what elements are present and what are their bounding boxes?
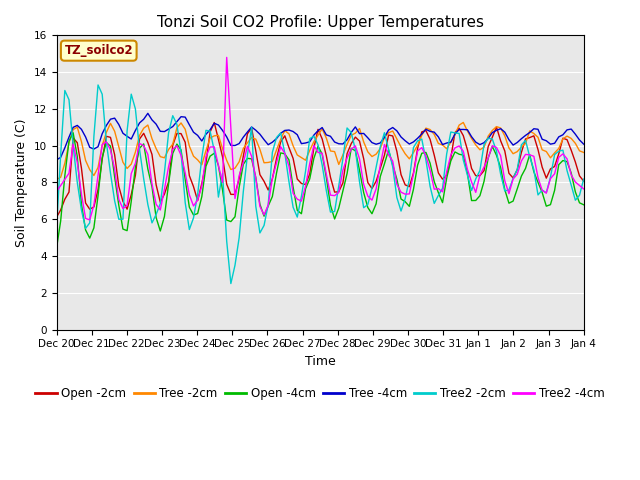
Open -4cm: [509, 198, 517, 204]
Tree -4cm: [509, 142, 517, 148]
Tree2 -2cm: [580, 176, 588, 182]
Open -4cm: [52, 245, 60, 251]
Open -2cm: [252, 148, 260, 154]
Tree -2cm: [326, 148, 334, 154]
Line: Open -4cm: Open -4cm: [56, 133, 584, 248]
Open -2cm: [580, 178, 588, 184]
Tree2 -4cm: [335, 190, 342, 195]
Tree2 -2cm: [563, 168, 571, 174]
Tree -4cm: [52, 157, 60, 163]
Tree -4cm: [144, 110, 152, 116]
Tree2 -2cm: [277, 130, 285, 136]
Tree -2cm: [52, 177, 60, 182]
Open -4cm: [580, 202, 588, 208]
Tree2 -2cm: [52, 226, 60, 231]
Tree2 -4cm: [86, 217, 93, 223]
Line: Tree -4cm: Tree -4cm: [56, 113, 584, 160]
Tree2 -4cm: [580, 186, 588, 192]
X-axis label: Time: Time: [305, 355, 335, 368]
Text: TZ_soilco2: TZ_soilco2: [65, 44, 133, 57]
Tree2 -2cm: [335, 183, 342, 189]
Title: Tonzi Soil CO2 Profile: Upper Temperatures: Tonzi Soil CO2 Profile: Upper Temperatur…: [157, 15, 484, 30]
Tree -2cm: [580, 150, 588, 156]
Line: Tree2 -4cm: Tree2 -4cm: [56, 58, 584, 220]
Open -2cm: [52, 215, 60, 220]
Open -4cm: [273, 170, 280, 176]
Tree2 -2cm: [256, 230, 264, 236]
Open -4cm: [69, 130, 77, 136]
Line: Open -2cm: Open -2cm: [56, 122, 584, 217]
Line: Tree2 -2cm: Tree2 -2cm: [56, 85, 584, 284]
Tree2 -4cm: [186, 192, 193, 198]
Tree -2cm: [248, 134, 255, 140]
Tree -2cm: [509, 151, 517, 156]
Tree2 -4cm: [563, 156, 571, 162]
Y-axis label: Soil Temperature (C): Soil Temperature (C): [15, 118, 28, 247]
Tree -4cm: [580, 141, 588, 147]
Tree2 -2cm: [227, 281, 235, 287]
Open -2cm: [509, 175, 517, 181]
Tree2 -2cm: [94, 82, 102, 88]
Open -2cm: [331, 189, 339, 195]
Tree -4cm: [186, 122, 193, 128]
Open -2cm: [273, 156, 280, 161]
Tree2 -2cm: [513, 167, 521, 172]
Tree2 -4cm: [223, 55, 230, 60]
Legend: Open -2cm, Tree -2cm, Open -4cm, Tree -4cm, Tree2 -2cm, Tree2 -4cm: Open -2cm, Tree -2cm, Open -4cm, Tree -4…: [31, 383, 609, 405]
Line: Tree -2cm: Tree -2cm: [56, 122, 584, 180]
Open -2cm: [559, 135, 567, 141]
Tree2 -2cm: [186, 227, 193, 232]
Tree -2cm: [269, 158, 276, 164]
Tree -4cm: [252, 127, 260, 133]
Open -2cm: [211, 120, 218, 125]
Tree2 -4cm: [513, 171, 521, 177]
Open -4cm: [331, 216, 339, 222]
Open -4cm: [559, 157, 567, 163]
Tree2 -4cm: [277, 144, 285, 150]
Tree2 -4cm: [52, 189, 60, 194]
Tree -2cm: [181, 126, 189, 132]
Tree -4cm: [273, 136, 280, 142]
Tree -2cm: [559, 136, 567, 142]
Tree -4cm: [559, 132, 567, 138]
Open -4cm: [252, 175, 260, 180]
Open -2cm: [181, 139, 189, 145]
Tree -4cm: [331, 139, 339, 145]
Tree -2cm: [460, 120, 467, 125]
Open -4cm: [186, 204, 193, 210]
Tree2 -4cm: [256, 204, 264, 209]
